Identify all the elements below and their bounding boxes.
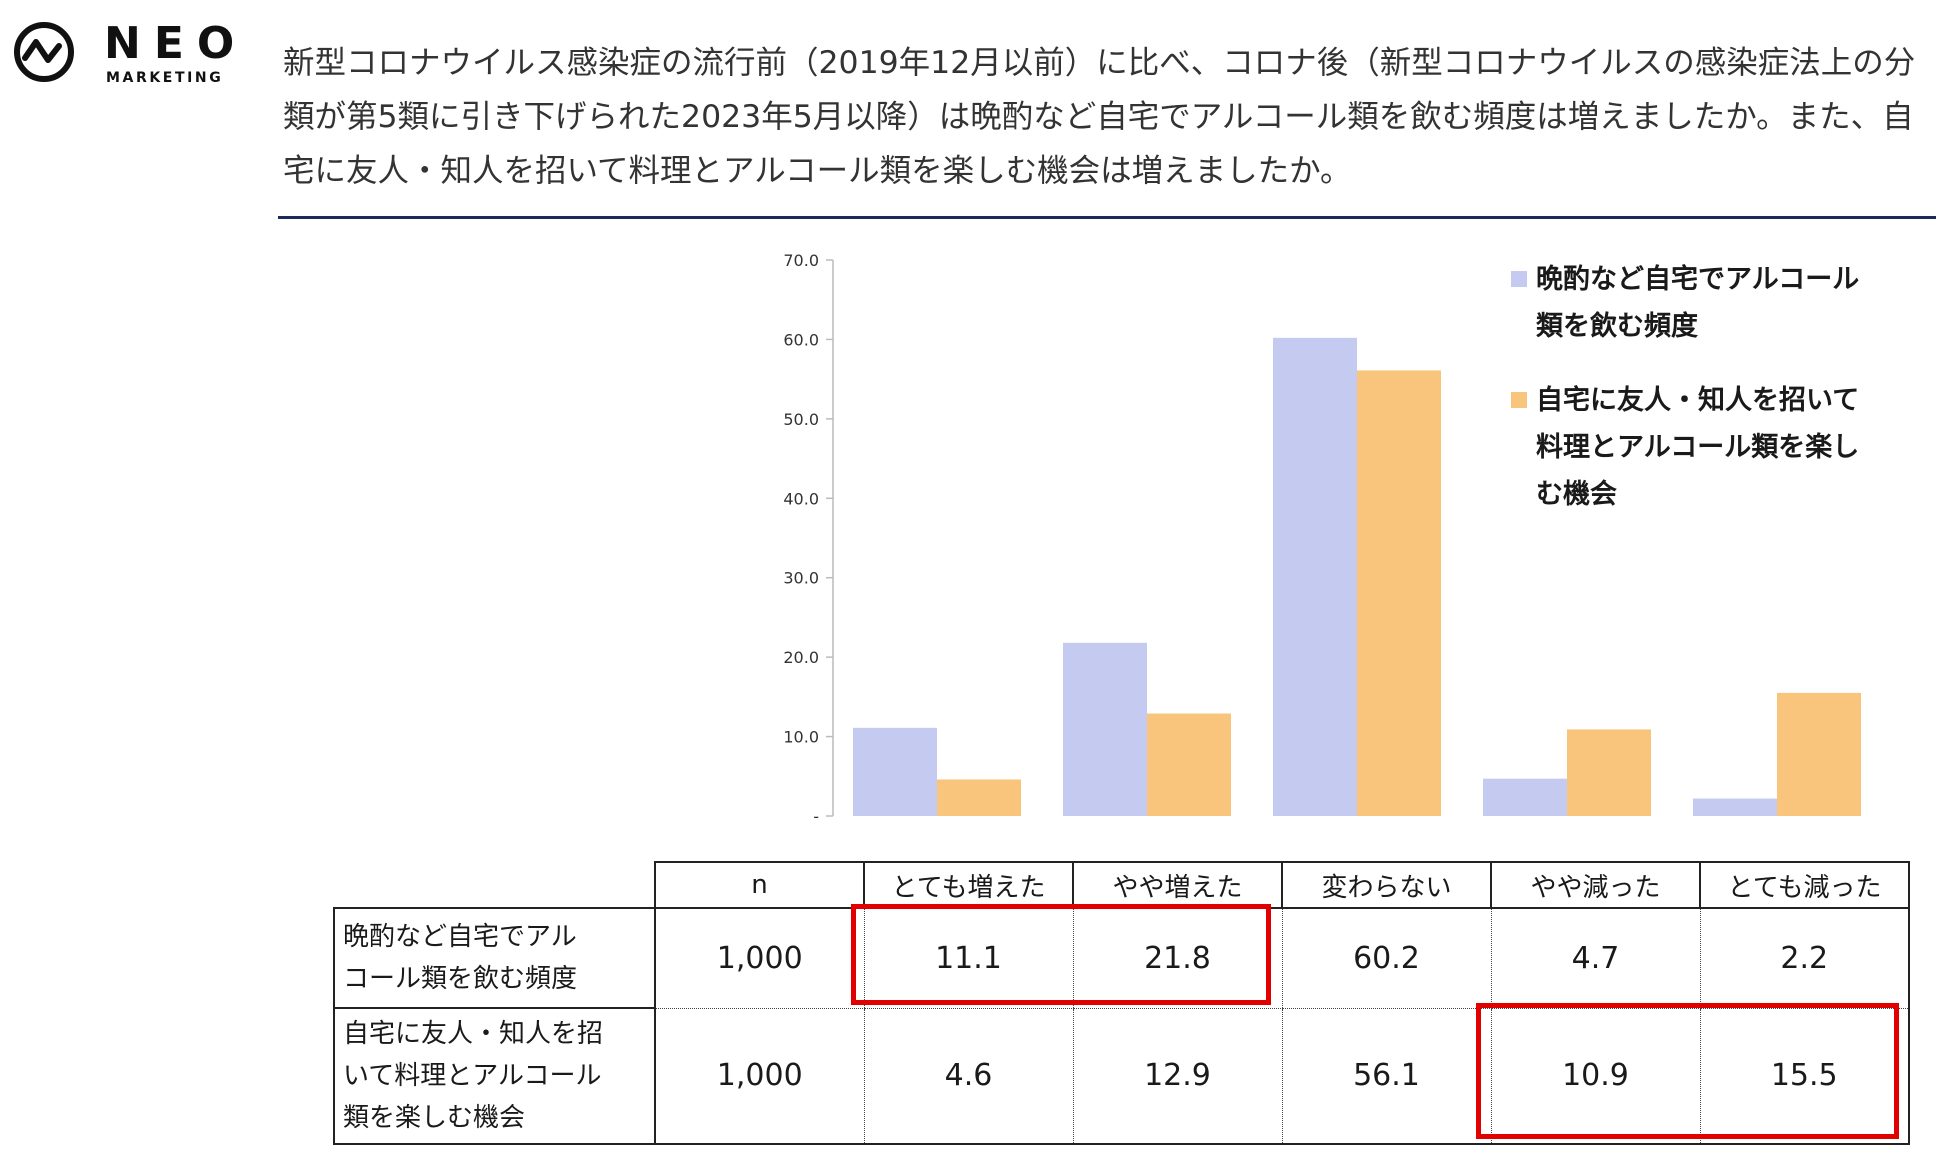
y-tick-label: 70.0: [783, 251, 819, 270]
header-divider: [278, 216, 1936, 219]
bar-series-1: [1063, 642, 1147, 816]
data-table: n とても増えた やや増えた 変わらない やや減った とても減った 晩酌など自宅…: [333, 861, 1910, 1145]
table-header-row: n とても増えた やや増えた 変わらない やや減った とても減った: [334, 861, 1910, 909]
table-header-category: とても減った: [1699, 861, 1910, 909]
row-label: 晩酌など自宅でアル コール類を飲む頻度: [333, 907, 656, 1009]
bars: [853, 337, 1861, 816]
table-cell: 56.1: [1281, 1008, 1491, 1145]
y-tick-label: 30.0: [783, 569, 819, 588]
row-label-line: コール類を飲む頻度: [343, 964, 578, 994]
y-tick-label: 10.0: [783, 728, 819, 747]
bar-series-1: [1273, 337, 1357, 816]
table-cell: 60.2: [1281, 908, 1491, 1009]
bar-series-2: [1777, 692, 1861, 816]
table-cell: 4.6: [863, 1008, 1073, 1145]
bar-series-1: [1693, 798, 1777, 816]
logo-subtitle: MARKETING: [106, 70, 224, 86]
bar-series-2: [1147, 713, 1231, 816]
table-header-category: やや増えた: [1072, 861, 1282, 909]
table-corner: [334, 862, 655, 908]
legend-label: 晩酌など自宅でアルコール: [1536, 263, 1859, 295]
y-tick-label: 60.0: [783, 330, 819, 349]
legend: 晩酌など自宅でアルコール類を飲む頻度自宅に友人・知人を招いて料理とアルコール類を…: [1511, 263, 1859, 510]
row-label-line: 自宅に友人・知人を招: [343, 1019, 604, 1049]
legend-label: 自宅に友人・知人を招いて: [1536, 384, 1859, 416]
y-tick-label: -: [813, 807, 819, 826]
logo: NEO MARKETING: [12, 20, 234, 90]
legend-label: 料理とアルコール類を楽し: [1536, 432, 1859, 463]
y-tick-label: 40.0: [783, 489, 819, 508]
table-cell: 4.7: [1490, 908, 1700, 1009]
table-cell: 21.8: [1072, 908, 1282, 1009]
highlight-box-decrease: [1476, 1003, 1899, 1139]
row-label: 自宅に友人・知人を招 いて料理とアルコール 類を楽しむ機会: [333, 1007, 656, 1145]
table-cell: 12.9: [1072, 1008, 1282, 1145]
logo-pulse-icon: [14, 22, 74, 82]
bar-series-1: [853, 727, 937, 816]
bar-chart: - 10.0 20.0 30.0 40.0 50.0 60.0 70.0 晩酌など自宅でアルコ…: [783, 251, 1861, 826]
bar-series-2: [1357, 370, 1441, 816]
table-cell: 10.9: [1490, 1008, 1700, 1145]
legend-label: む機会: [1536, 479, 1617, 510]
table-header-category: やや減った: [1490, 861, 1700, 909]
legend-label: 類を飲む頻度: [1536, 310, 1698, 342]
highlight-box-increase: [851, 904, 1271, 1005]
table-cell: 11.1: [863, 908, 1073, 1009]
table-row: 自宅に友人・知人を招 いて料理とアルコール 類を楽しむ機会 1,000 4.6 12…: [333, 1007, 1910, 1145]
y-tick-label: 50.0: [783, 410, 819, 429]
legend-swatch: [1511, 392, 1527, 408]
row-label-line: 晩酌など自宅でアル: [343, 922, 577, 952]
table-cell: 2.2: [1699, 908, 1910, 1009]
bar-series-2: [937, 779, 1021, 816]
y-axis-ticks: - 10.0 20.0 30.0 40.0 50.0 60.0 70.0: [783, 251, 833, 826]
table-header-category: 変わらない: [1281, 861, 1491, 909]
table-header-category: とても増えた: [863, 861, 1073, 909]
row-label-line: いて料理とアルコール: [343, 1061, 602, 1091]
bar-series-1: [1483, 778, 1567, 816]
row-label-line: 類を楽しむ機会: [343, 1103, 526, 1133]
bar-series-2: [1567, 729, 1651, 816]
y-tick-label: 20.0: [783, 648, 819, 667]
table-header-n: n: [654, 861, 864, 909]
survey-question: 新型コロナウイルス感染症の流行前（2019年12月以前）に比べ、コロナ後（新型コ…: [283, 45, 1916, 189]
table-cell: 15.5: [1699, 1008, 1910, 1145]
table-cell: 1,000: [654, 1008, 864, 1145]
legend-swatch: [1511, 271, 1527, 287]
logo-name: NEO: [104, 18, 248, 69]
table-cell: 1,000: [654, 908, 864, 1009]
table-row: 晩酌など自宅でアル コール類を飲む頻度 1,000 11.1 21.8 60.2 …: [333, 907, 1910, 1009]
